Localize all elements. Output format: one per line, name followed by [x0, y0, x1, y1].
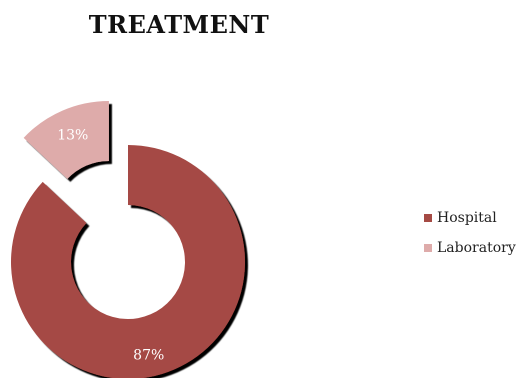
legend-label-laboratory: Laboratory	[437, 240, 516, 256]
slice-laboratory	[23, 100, 109, 179]
chart-legend: Hospital Laboratory	[424, 203, 516, 263]
data-label-laboratory: 13%	[57, 127, 88, 143]
legend-swatch-laboratory	[424, 244, 432, 252]
slice-hospital	[11, 145, 245, 378]
chart-title: TREATMENT	[88, 10, 270, 39]
legend-item-hospital: Hospital	[424, 203, 516, 233]
data-label-hospital: 87%	[133, 348, 164, 364]
legend-swatch-hospital	[424, 214, 432, 222]
legend-item-laboratory: Laboratory	[424, 233, 516, 263]
legend-label-hospital: Hospital	[437, 210, 497, 226]
